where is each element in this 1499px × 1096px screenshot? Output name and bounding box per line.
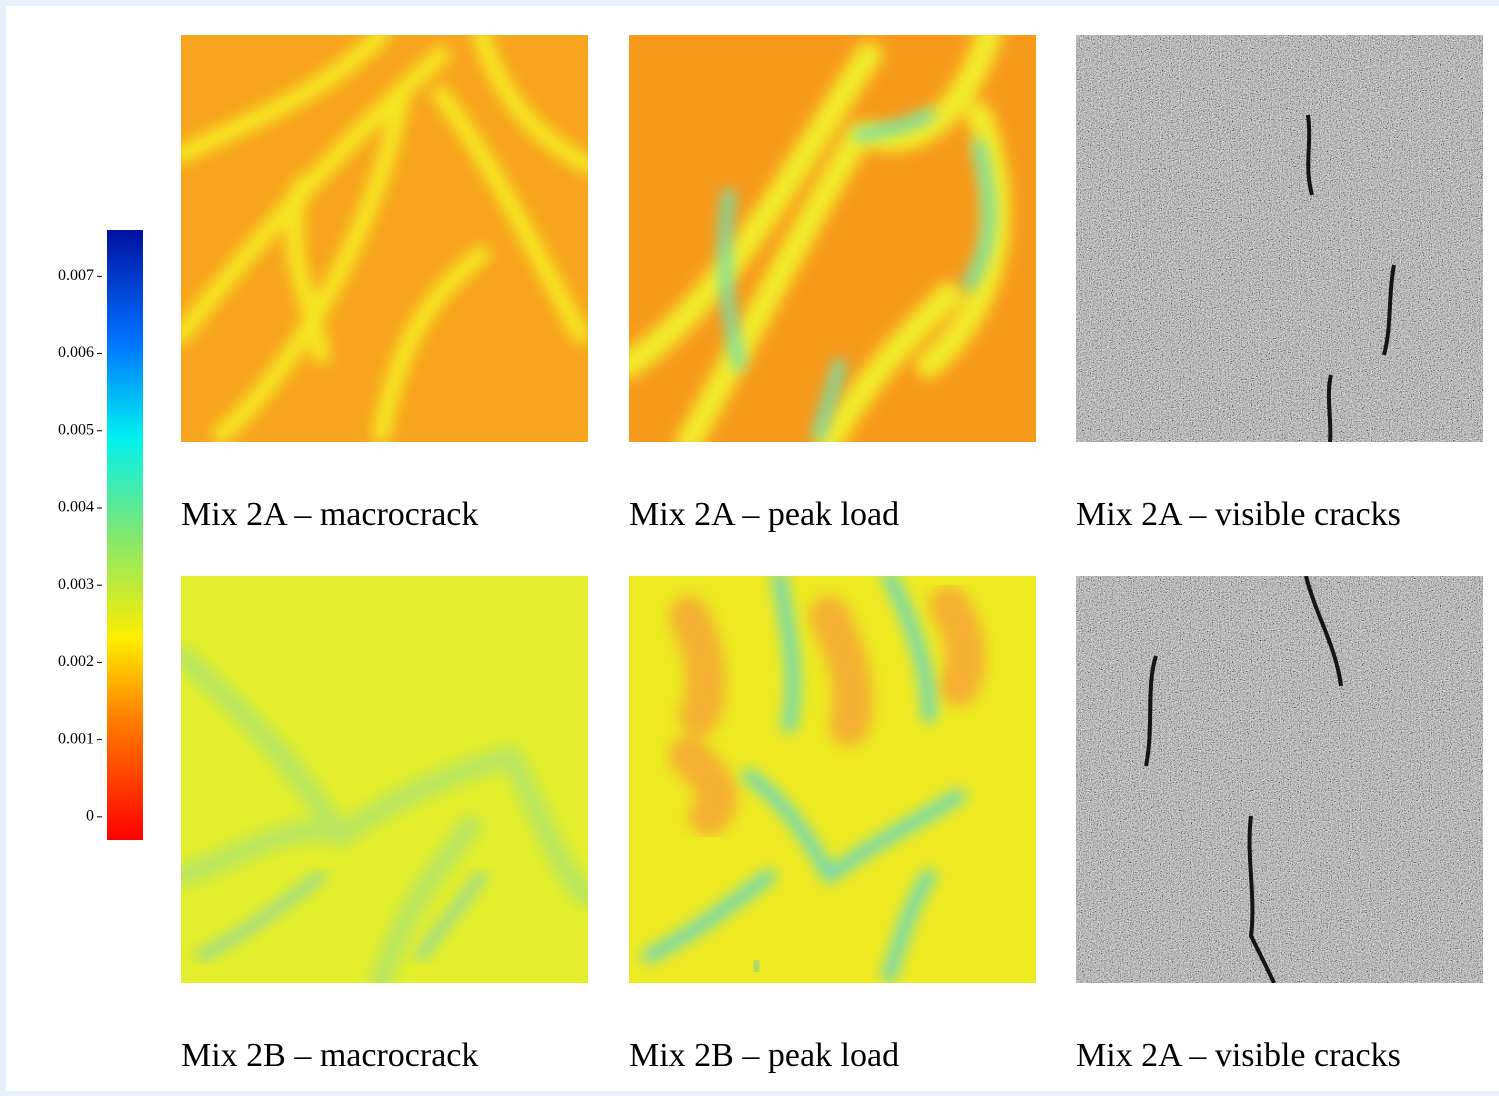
panel-image <box>181 35 588 442</box>
heatmap-feature <box>750 957 763 975</box>
panel-image <box>629 576 1036 983</box>
heatmap-feature <box>629 35 1011 442</box>
speckle-photo <box>1076 576 1483 983</box>
colorbar-tick-label: 0.002 <box>58 653 94 670</box>
colorbar-tick-label: 0.007 <box>58 267 94 284</box>
figure: 0 0.001 0.002 0.003 0.004 0.005 0.006 0.007 Mix … <box>58 35 1483 1074</box>
panel-image <box>1076 35 1483 442</box>
heatmap-feature <box>669 586 986 836</box>
heatmap-feature <box>718 109 995 441</box>
colorbar-tick-label: 0 <box>86 808 94 825</box>
heatmap-feature <box>642 576 966 983</box>
panel-caption: Mix 2A – visible cracks <box>1076 1037 1401 1074</box>
panel-image <box>1076 576 1483 983</box>
panel-image <box>181 576 588 983</box>
colorbar-tick-label: 0.005 <box>58 421 94 438</box>
panel-caption: Mix 2A – visible cracks <box>1076 496 1401 533</box>
page: 0 0.001 0.002 0.003 0.004 0.005 0.006 0.007 Mix … <box>6 6 1499 1091</box>
speckle-photo <box>1076 35 1483 442</box>
heatmap-feature <box>196 871 486 961</box>
colorbar-tick-label: 0.006 <box>58 344 94 361</box>
photo-shade <box>1076 35 1483 442</box>
panel-image <box>629 35 1036 442</box>
colorbar-tick-label: 0.004 <box>58 499 94 516</box>
photo-shade <box>1076 576 1483 983</box>
heatmap-feature <box>181 645 588 983</box>
colorbar <box>107 230 143 840</box>
panel-caption: Mix 2B – macrocrack <box>181 1037 478 1074</box>
panel-caption: Mix 2A – macrocrack <box>181 496 478 533</box>
crack <box>1144 576 1343 983</box>
colorbar-tick-label: 0.003 <box>58 576 94 593</box>
heatmap-feature <box>181 35 588 442</box>
panel-caption: Mix 2A – peak load <box>629 496 899 533</box>
colorbar-tick-label: 0.001 <box>58 730 94 747</box>
panel-caption: Mix 2B – peak load <box>629 1037 899 1074</box>
crack <box>1306 114 1396 442</box>
